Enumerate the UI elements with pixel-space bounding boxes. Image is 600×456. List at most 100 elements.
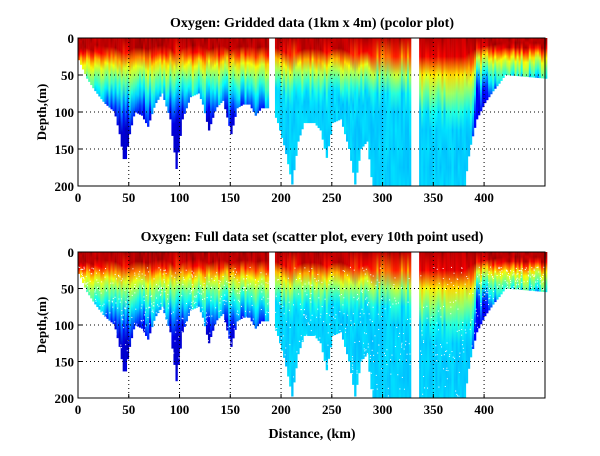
data-column bbox=[80, 252, 83, 279]
scatter-gap-dot bbox=[125, 308, 127, 310]
data-column bbox=[142, 252, 146, 333]
x-tick-label: 250 bbox=[322, 402, 342, 417]
data-column bbox=[333, 252, 337, 336]
data-column bbox=[193, 38, 197, 96]
scatter-gap-dot bbox=[205, 312, 207, 314]
scatter-gap-dot bbox=[97, 286, 99, 288]
scatter-gap-dot bbox=[501, 270, 503, 272]
data-column bbox=[382, 252, 385, 398]
scatter-gap-dot bbox=[164, 291, 166, 293]
scatter-gap-dot bbox=[276, 327, 278, 329]
scatter-gap-dot bbox=[202, 291, 204, 293]
data-column bbox=[362, 252, 365, 360]
data-column bbox=[84, 38, 87, 75]
scatter-gap-dot bbox=[374, 335, 376, 337]
scatter-gap-dot bbox=[140, 320, 142, 322]
scatter-gap-dot bbox=[272, 295, 274, 297]
scatter-gap-dot bbox=[167, 298, 169, 300]
scatter-gap-dot bbox=[493, 290, 495, 292]
scatter-gap-dot bbox=[352, 356, 354, 358]
scatter-gap-dot bbox=[233, 299, 235, 301]
data-column bbox=[315, 38, 318, 126]
scatter-gap-dot bbox=[403, 348, 405, 350]
data-column bbox=[232, 38, 235, 126]
scatter-gap-dot bbox=[125, 300, 127, 302]
scatter-gap-dot bbox=[384, 354, 386, 356]
scatter-gap-dot bbox=[409, 323, 411, 325]
scatter-gap-dot bbox=[420, 350, 422, 352]
scatter-gap-dot bbox=[85, 289, 87, 291]
scatter-gap-dot bbox=[397, 374, 399, 376]
data-column bbox=[451, 252, 454, 398]
scatter-gap-dot bbox=[390, 359, 392, 361]
data-column bbox=[92, 38, 95, 89]
data-column bbox=[315, 252, 318, 339]
scatter-gap-dot bbox=[267, 312, 269, 314]
scatter-gap-dot bbox=[491, 274, 493, 276]
scatter-gap-dot bbox=[444, 350, 446, 352]
scatter-gap-dot bbox=[536, 266, 538, 268]
data-column bbox=[380, 252, 383, 398]
data-column bbox=[183, 252, 186, 327]
scatter-gap-dot bbox=[171, 313, 173, 315]
scatter-gap-dot bbox=[139, 271, 141, 273]
data-column bbox=[506, 38, 509, 76]
scatter-gap-dot bbox=[457, 308, 459, 310]
scatter-gap-dot bbox=[223, 320, 225, 322]
data-column bbox=[126, 38, 130, 147]
scatter-gap-dot bbox=[196, 305, 198, 307]
scatter-gap-dot bbox=[163, 287, 165, 289]
data-column bbox=[512, 38, 515, 76]
data-column bbox=[303, 38, 306, 124]
scatter-gap-dot bbox=[378, 281, 380, 283]
scatter-gap-dot bbox=[219, 281, 221, 283]
scatter-gap-dot bbox=[400, 287, 402, 289]
scatter-gap-dot bbox=[486, 291, 488, 293]
scatter-gap-dot bbox=[412, 308, 414, 310]
scatter-gap-dot bbox=[332, 334, 334, 336]
data-column bbox=[498, 38, 501, 84]
scatter-gap-dot bbox=[233, 328, 235, 330]
scatter-gap-dot bbox=[519, 287, 521, 289]
scatter-gap-dot bbox=[305, 316, 307, 318]
data-column bbox=[514, 38, 517, 76]
scatter-gap-dot bbox=[360, 321, 362, 323]
scatter-gap-dot bbox=[371, 320, 373, 322]
scatter-gap-dot bbox=[95, 272, 97, 274]
scatter-gap-dot bbox=[475, 308, 477, 310]
scatter-gap-dot bbox=[399, 388, 401, 390]
data-column bbox=[530, 252, 534, 291]
data-column bbox=[230, 252, 233, 347]
data-column bbox=[285, 252, 288, 367]
data-column bbox=[224, 38, 227, 110]
ylabel-bottom: Depth,(m) bbox=[34, 297, 49, 354]
scatter-gap-dot bbox=[249, 283, 251, 285]
scatter-gap-dot bbox=[371, 281, 373, 283]
data-column bbox=[459, 38, 463, 186]
scatter-gap-dot bbox=[244, 310, 246, 312]
scatter-gap-dot bbox=[202, 298, 204, 300]
scatter-gap-dot bbox=[469, 328, 471, 330]
data-column bbox=[120, 38, 123, 147]
scatter-gap-dot bbox=[376, 388, 378, 390]
scatter-gap-dot bbox=[498, 267, 500, 269]
scatter-gap-dot bbox=[269, 274, 271, 276]
scatter-gap-dot bbox=[224, 303, 226, 305]
scatter-gap-dot bbox=[358, 340, 360, 342]
scatter-gap-dot bbox=[371, 349, 373, 351]
scatter-gap-dot bbox=[249, 311, 251, 313]
scatter-gap-dot bbox=[114, 273, 116, 275]
scatter-gap-dot bbox=[173, 352, 175, 354]
scatter-gap-dot bbox=[203, 286, 205, 288]
scatter-gap-dot bbox=[175, 331, 177, 333]
scatter-gap-dot bbox=[108, 300, 110, 302]
data-column bbox=[382, 38, 385, 186]
scatter-gap-dot bbox=[131, 289, 133, 291]
scatter-gap-dot bbox=[260, 308, 262, 310]
scatter-gap-dot bbox=[310, 330, 312, 332]
scatter-gap-dot bbox=[158, 285, 160, 287]
scatter-gap-dot bbox=[517, 280, 519, 282]
scatter-gap-dot bbox=[523, 281, 525, 283]
scatter-gap-dot bbox=[157, 304, 159, 306]
data-column bbox=[222, 252, 225, 315]
